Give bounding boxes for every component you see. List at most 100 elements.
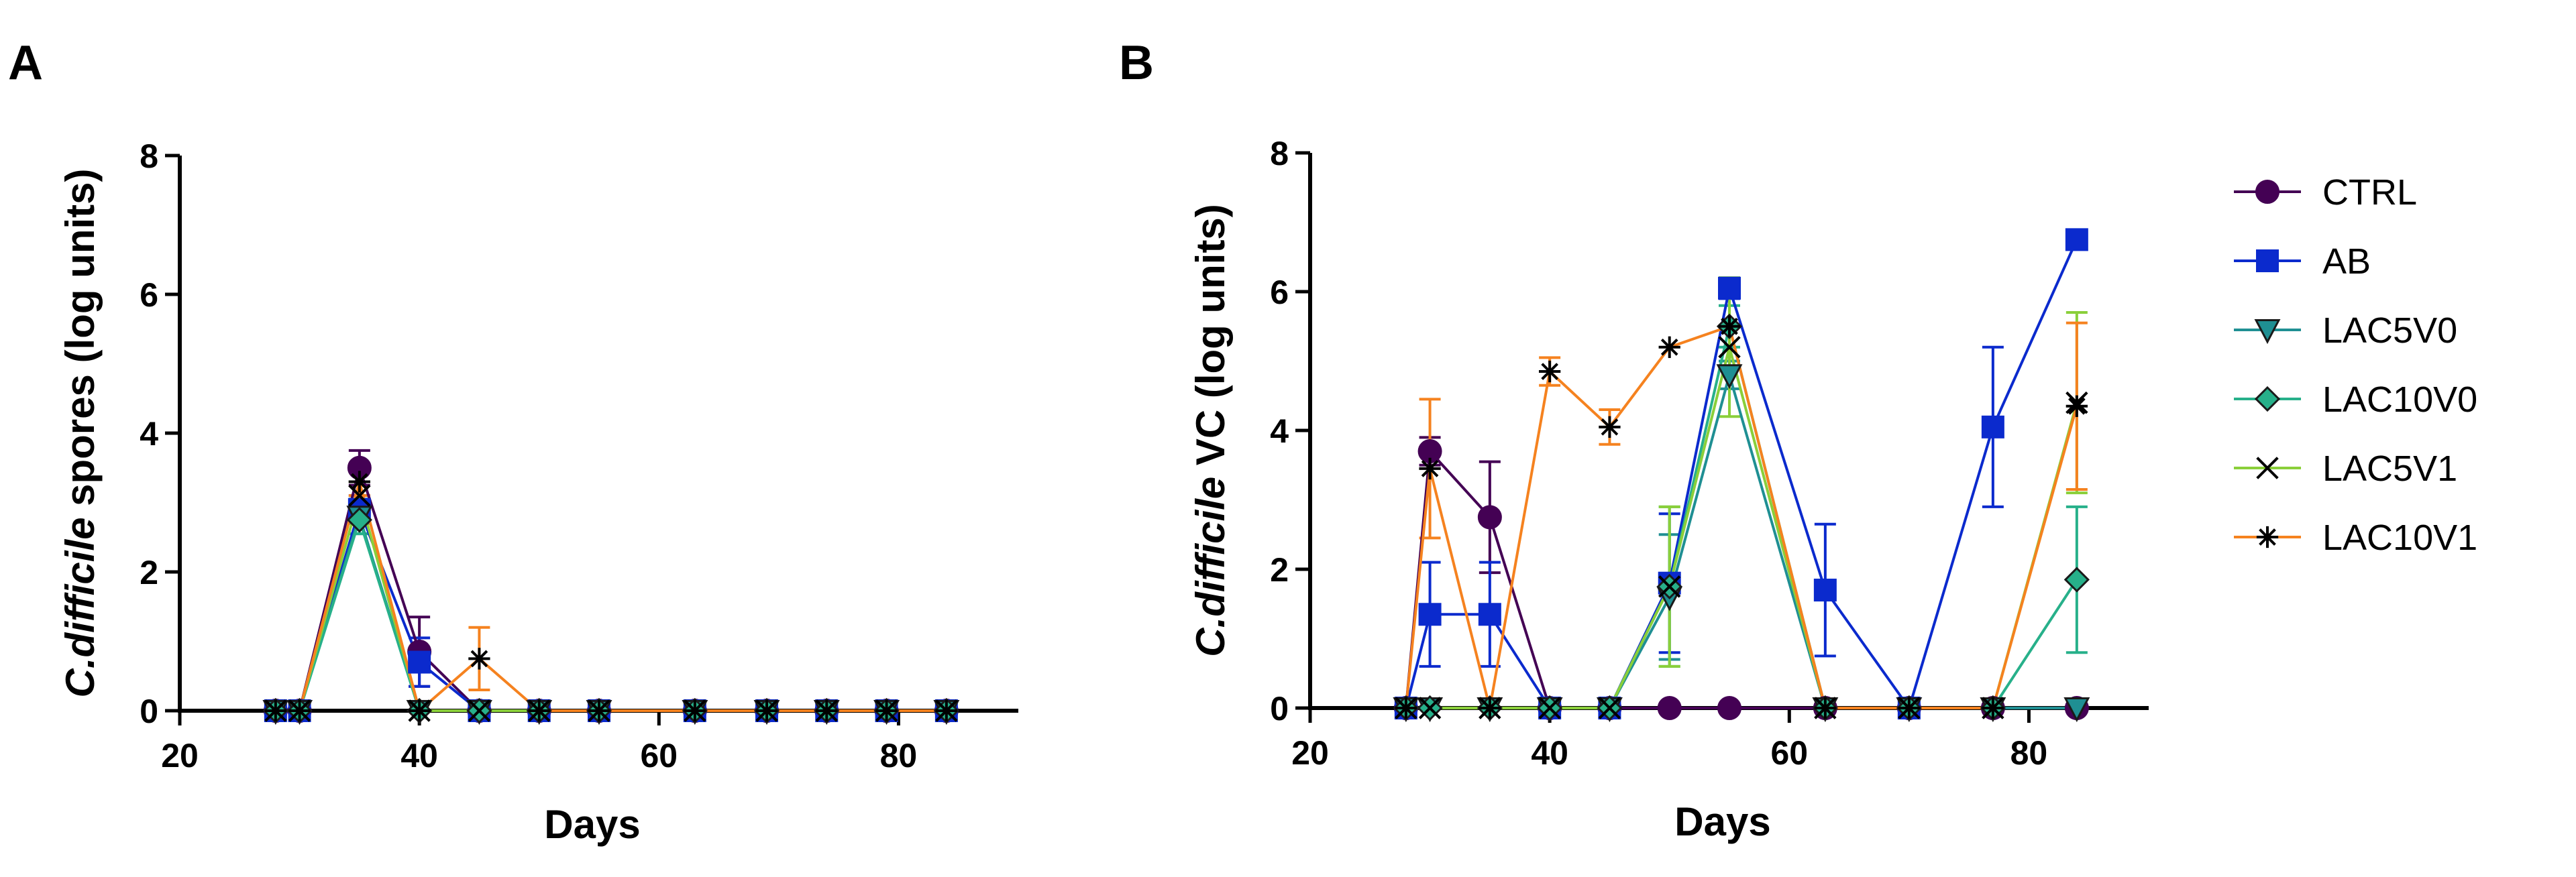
panel-b-point-ab bbox=[1418, 603, 1442, 626]
panel-b-x-axis-title: Days bbox=[1674, 799, 1770, 844]
panel-a-y-axis-title: C.difficile spores (log units) bbox=[58, 169, 103, 698]
panel-b-point-lac10v1 bbox=[1395, 697, 1417, 719]
panel-b-point-ab bbox=[2065, 228, 2088, 251]
panel-b-line-ab bbox=[1404, 239, 2078, 709]
panel-a-point-lac10v1 bbox=[348, 471, 371, 493]
panel-b-x-tick-label: 40 bbox=[1531, 734, 1568, 772]
panel-b-point-ab bbox=[1718, 276, 1741, 300]
chart-panel-b: 0 2 4 6 8 20 40 60 80 Days C.difficile VC (log uni… bbox=[1188, 135, 2149, 844]
legend-label-ab: AB bbox=[2322, 241, 2371, 282]
panel-b-point-lac5v1 bbox=[1418, 697, 1442, 719]
panel-a-point-ab bbox=[408, 650, 431, 674]
panel-b-point-ctrl bbox=[1477, 505, 1502, 530]
panel-b-point-lac5v1 bbox=[1598, 697, 1621, 719]
panel-a-point-lac10v1 bbox=[755, 699, 778, 722]
panel-b-point-lac10v1 bbox=[1898, 697, 1921, 719]
panel-a-x-tick-label: 40 bbox=[400, 737, 438, 774]
panel-b-point-ctrl bbox=[1657, 696, 1682, 720]
panel-b-point-lac5v0 bbox=[1716, 364, 1743, 390]
panel-b-series-lines bbox=[1404, 239, 2078, 709]
panel-a-line-ab bbox=[275, 508, 947, 712]
panel-b-y-tick-label: 0 bbox=[1270, 690, 1289, 727]
panel-a-point-lac10v1 bbox=[684, 699, 706, 722]
panel-b-line-lac10v0 bbox=[1405, 325, 2078, 709]
legend-marker-lac10v1 bbox=[2256, 526, 2279, 548]
panel-a-line-lac5v1 bbox=[275, 494, 947, 712]
panel-a-point-lac10v0 bbox=[346, 507, 372, 533]
panel-a-y-tick-label: 0 bbox=[140, 693, 158, 730]
panel-a-point-lac10v1 bbox=[816, 699, 838, 722]
panel-a-point-lac10v1 bbox=[468, 648, 490, 670]
panel-b-y-tick-label: 6 bbox=[1270, 274, 1289, 311]
panel-b-point-ab bbox=[1813, 579, 1837, 602]
panel-a-line-ctrl bbox=[275, 466, 947, 712]
legend-marker-ctrl bbox=[2255, 180, 2279, 204]
panel-b-x-tick-label: 60 bbox=[1770, 734, 1808, 772]
panel-b-line-lac10v1 bbox=[1404, 325, 2078, 709]
panel-b-point-lac10v1 bbox=[1982, 697, 2004, 719]
panel-a-point-lac10v1 bbox=[408, 699, 431, 722]
panel-b-point-lac10v1 bbox=[1814, 697, 1837, 719]
chart-panel-a: 0 2 4 6 8 20 40 60 80 Days C.difficile spores (log… bbox=[58, 137, 1018, 847]
panel-a-y-tick-label: 2 bbox=[140, 554, 158, 591]
legend-label-lac5v1: LAC5V1 bbox=[2322, 449, 2457, 489]
legend-label-lac10v1: LAC10V1 bbox=[2322, 518, 2477, 558]
panel-b-point-ab bbox=[1981, 415, 2004, 438]
panel-b-point-ctrl bbox=[1717, 696, 1741, 720]
panel-b-y-axis-title-rest: VC (log units) bbox=[1188, 204, 1233, 477]
panel-b-line-lac5v0 bbox=[1405, 373, 2077, 709]
legend-marker-ab bbox=[2256, 249, 2279, 272]
legend: CTRL AB LAC5V0 LAC10V0 LAC5V1 LAC10V1 bbox=[2234, 172, 2477, 558]
panel-b-point-lac10v1 bbox=[2065, 395, 2088, 417]
panel-b-point-lac10v1 bbox=[1599, 416, 1621, 438]
panel-b-y-axis-title: C.difficile VC (log units) bbox=[1188, 204, 1233, 657]
legend-item-lac10v1: LAC10V1 bbox=[2234, 518, 2477, 558]
panel-b-point-lac5v1 bbox=[1538, 697, 1561, 719]
panel-b-point-lac10v1 bbox=[1658, 336, 1680, 358]
legend-marker-lac5v0 bbox=[2254, 319, 2281, 345]
panel-b-x-tick-label: 20 bbox=[1291, 734, 1329, 772]
panel-b-point-lac5v0 bbox=[2063, 697, 2090, 723]
panel-a-point-lac10v1 bbox=[875, 699, 898, 722]
panel-b-markers bbox=[1393, 228, 2090, 723]
panel-a-letter: A bbox=[8, 36, 43, 90]
legend-marker-lac5v1 bbox=[2256, 457, 2279, 479]
panel-b-y-tick-label: 4 bbox=[1270, 412, 1289, 450]
panel-a-x-tick-label: 60 bbox=[640, 737, 678, 774]
panel-a-point-lac5v1 bbox=[468, 699, 491, 722]
legend-item-ctrl: CTRL bbox=[2234, 172, 2417, 213]
legend-marker-lac10v0 bbox=[2254, 386, 2281, 412]
panel-a-x-tick-label: 20 bbox=[161, 737, 199, 774]
panel-a-y-axis-title-italic: C.difficile bbox=[58, 518, 103, 698]
panel-b-point-lac10v0 bbox=[2063, 567, 2090, 593]
legend-item-lac5v1: LAC5V1 bbox=[2234, 449, 2457, 489]
panel-a-markers bbox=[262, 455, 960, 725]
legend-label-lac10v0: LAC10V0 bbox=[2322, 379, 2477, 420]
panel-b-point-lac10v1 bbox=[1718, 315, 1741, 337]
legend-label-lac5v0: LAC5V0 bbox=[2322, 310, 2457, 351]
legend-item-ab: AB bbox=[2234, 241, 2371, 282]
panel-a-point-lac10v1 bbox=[935, 699, 958, 722]
panel-b-letter: B bbox=[1119, 36, 1154, 90]
panel-b-line-lac5v1 bbox=[1405, 345, 2078, 709]
panel-b-point-ab bbox=[1478, 603, 1501, 626]
panel-b-line-ctrl bbox=[1404, 450, 2077, 709]
panel-a-y-tick-label: 8 bbox=[140, 137, 158, 175]
panel-b-point-lac10v1 bbox=[1479, 697, 1501, 719]
panel-b-point-lac10v1 bbox=[1538, 360, 1561, 383]
panel-a-series-lines bbox=[275, 466, 947, 712]
panel-a-x-axis-title: Days bbox=[544, 802, 640, 847]
legend-label-ctrl: CTRL bbox=[2322, 172, 2417, 213]
panel-a-y-axis-title-rest: spores (log units) bbox=[58, 169, 103, 518]
panel-b-point-lac10v1 bbox=[1419, 457, 1441, 480]
panel-a-point-lac10v1 bbox=[264, 699, 287, 722]
panel-b-y-tick-label: 8 bbox=[1270, 135, 1289, 172]
legend-item-lac5v0: LAC5V0 bbox=[2234, 310, 2457, 351]
panel-b-y-tick-label: 2 bbox=[1270, 551, 1289, 589]
panel-b-y-axis-title-italic: C.difficile bbox=[1188, 477, 1233, 657]
panel-a-point-lac10v1 bbox=[588, 699, 610, 722]
panel-a-x-tick-label: 80 bbox=[880, 737, 918, 774]
panel-b-x-tick-label: 80 bbox=[2010, 734, 2048, 772]
legend-item-lac10v0: LAC10V0 bbox=[2234, 379, 2477, 420]
